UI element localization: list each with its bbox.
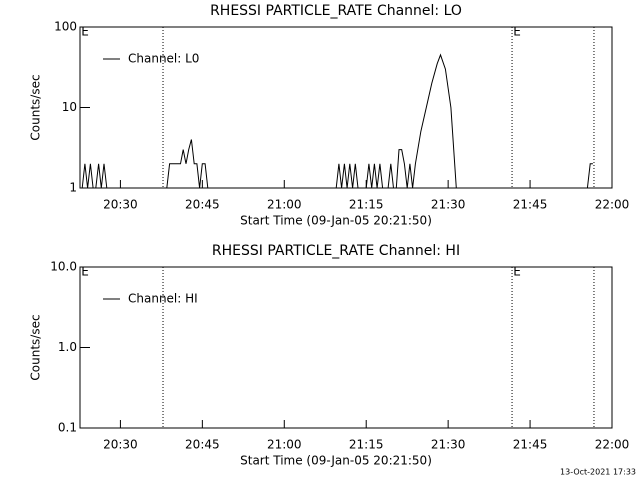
annotation: E <box>513 25 521 39</box>
x-tick-label: 21:45 <box>513 198 548 212</box>
annotation: E <box>81 25 89 39</box>
x-axis-label: Start Time (09-Jan-05 20:21:50) <box>240 214 432 228</box>
x-tick-label: 21:45 <box>513 438 548 452</box>
y-tick-label: 1 <box>69 181 77 195</box>
annotation: E <box>513 265 521 279</box>
x-tick-label: 20:45 <box>185 438 220 452</box>
x-axis-label: Start Time (09-Jan-05 20:21:50) <box>240 454 432 468</box>
y-tick-label: 100 <box>54 20 77 34</box>
x-tick-label: 20:45 <box>185 198 220 212</box>
x-tick-label: 21:15 <box>349 198 384 212</box>
x-tick-label: 22:00 <box>595 438 630 452</box>
x-tick-label: 21:00 <box>267 198 302 212</box>
x-tick-label: 21:00 <box>267 438 302 452</box>
chart-title: RHESSI PARTICLE_RATE Channel: HI <box>212 243 460 259</box>
y-axis-label: Counts/sec <box>29 314 43 380</box>
y-axis-label: Counts/sec <box>29 74 43 140</box>
x-tick-label: 20:30 <box>103 198 138 212</box>
x-tick-label: 21:30 <box>431 198 466 212</box>
y-tick-label: 1.0 <box>58 340 77 354</box>
timestamp: 13-Oct-2021 17:33 <box>560 468 636 477</box>
chart-title: RHESSI PARTICLE_RATE Channel: LO <box>210 3 462 19</box>
legend-label: Channel: HI <box>128 292 198 306</box>
x-tick-label: 20:30 <box>103 438 138 452</box>
annotation: E <box>81 265 89 279</box>
data-line <box>81 53 593 189</box>
y-tick-label: 10.0 <box>50 260 77 274</box>
x-tick-label: 21:15 <box>349 438 384 452</box>
y-tick-label: 0.1 <box>58 421 77 435</box>
x-tick-label: 21:30 <box>431 438 466 452</box>
x-tick-label: 22:00 <box>595 198 630 212</box>
y-tick-label: 10 <box>62 100 77 114</box>
legend-label: Channel: L0 <box>128 52 199 66</box>
